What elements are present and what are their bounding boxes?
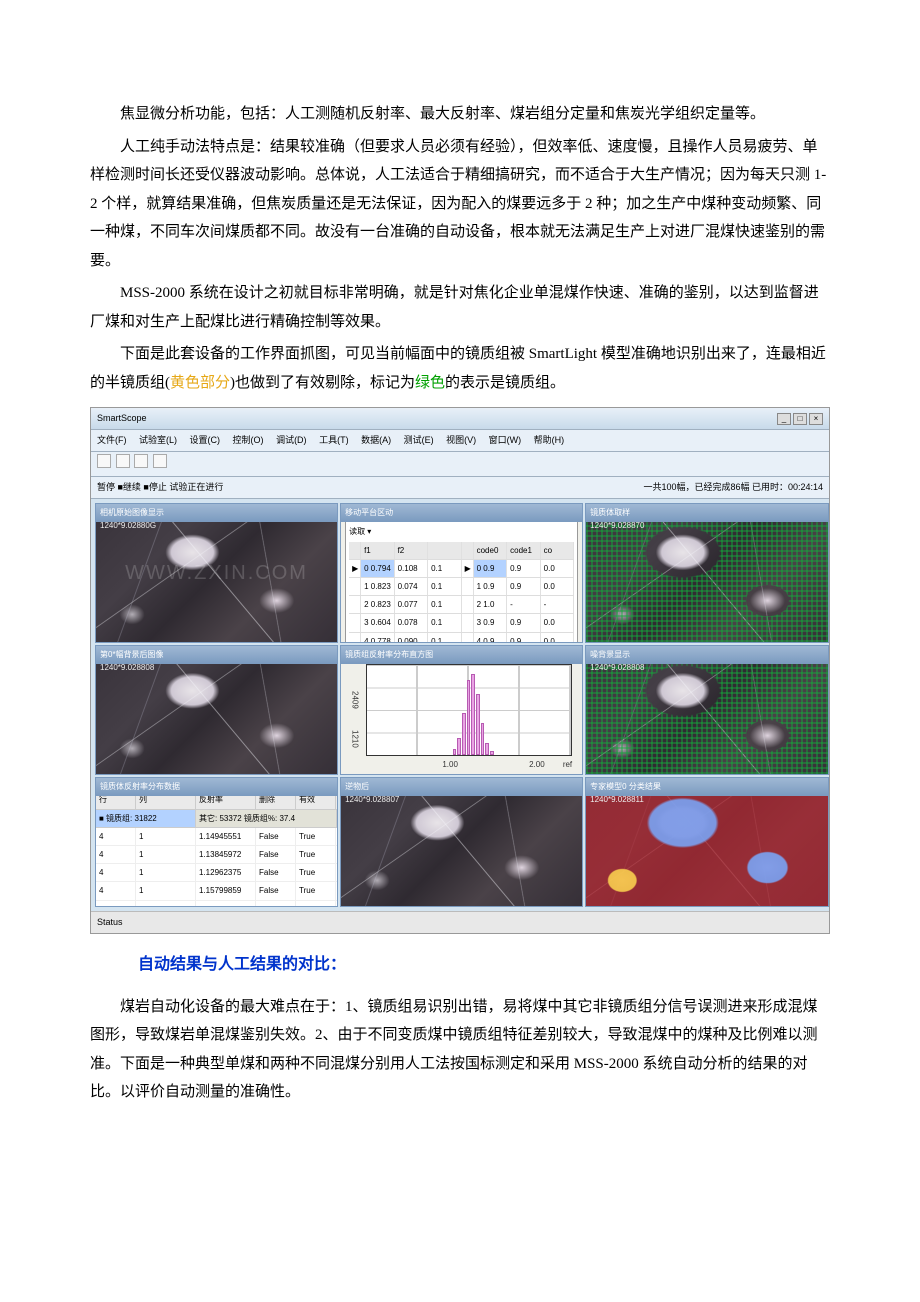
table-row[interactable]: 411.15593432FalseTrue — [96, 901, 337, 908]
panel-classify: 专家模型0 分类结果 1240*9.028811 — [585, 777, 829, 907]
yellow-part-text: 黄色部分 — [170, 375, 230, 391]
menu-test[interactable]: 测试(E) — [404, 435, 434, 445]
app-footer: Status — [91, 911, 829, 933]
app-window: SmartScope _ □ × 文件(F) 试验室(L) 设置(C) 控制(O… — [90, 407, 830, 934]
panel-grid: 相机原始图像显示 1240*9.02880G WWW.ZXIN.COM 移动平台… — [91, 499, 829, 911]
panel-raw-image: 相机原始图像显示 1240*9.02880G WWW.ZXIN.COM — [95, 503, 338, 643]
panel-title-7: 镜质体反射率分布数据 — [96, 778, 337, 795]
histogram-bar — [471, 674, 475, 755]
green-part-text: 绿色 — [415, 375, 445, 391]
panel-dim-1: 1240*9.02880G — [100, 518, 156, 533]
maximize-icon[interactable]: □ — [793, 413, 807, 425]
window-controls[interactable]: _ □ × — [777, 413, 823, 425]
menu-control[interactable]: 控制(O) — [233, 435, 264, 445]
menu-file[interactable]: 文件(F) — [97, 435, 127, 445]
panel-dim-9: 1240*9.028811 — [590, 792, 644, 807]
histogram-chart — [366, 664, 572, 756]
menu-debug[interactable]: 调试(D) — [276, 435, 307, 445]
panel-reflectance-table: 镜质体反射率分布数据 行列反射率删除有效 ■ 镜质组: 31822 其它: 53… — [95, 777, 338, 907]
data-tab[interactable]: 读取 ▾ — [349, 524, 574, 539]
toolbar-icon-1[interactable] — [97, 454, 111, 468]
minimize-icon[interactable]: _ — [777, 413, 791, 425]
sub-a: ■ 镜质组: 31822 — [96, 810, 196, 827]
histogram-bar — [453, 749, 457, 756]
paragraph-2: 人工纯手动法特点是：结果较准确（但要求人员必须有经验），但效率低、速度慢，且操作… — [90, 133, 830, 276]
histo-ytick-1: 2409 — [347, 691, 362, 709]
menu-settings[interactable]: 设置(C) — [190, 435, 221, 445]
table-row[interactable]: 411.15799859FalseTrue — [96, 882, 337, 900]
table-subheader: ■ 镜质组: 31822 其它: 53372 镜质组%: 37.4 — [96, 810, 337, 828]
panel-dim-3: 1240*9.028870 — [590, 518, 644, 533]
app-menubar[interactable]: 文件(F) 试验室(L) 设置(C) 控制(O) 调试(D) 工具(T) 数据(… — [91, 430, 829, 452]
paragraph-4: 下面是此套设备的工作界面抓图，可见当前幅面中的镜质组被 SmartLight 模… — [90, 340, 830, 397]
panel-dim-4: 1240*9.028808 — [100, 660, 154, 675]
panel-dim-8: 1240*9.028807 — [345, 792, 399, 807]
table-row[interactable]: 411.13845972FalseTrue — [96, 846, 337, 864]
panel-dim-6: 1240*9.028808 — [590, 660, 644, 675]
toolbar-icon-3[interactable] — [134, 454, 148, 468]
histogram-bar — [476, 694, 480, 756]
panel-noise: 噪背景显示 1240*9.028808 — [585, 645, 829, 775]
histo-ytick-2: 1210 — [347, 730, 362, 748]
data-row[interactable]: 4 0.7780.0900.14 0.90.90.0 — [349, 633, 574, 644]
paragraph-3: MSS-2000 系统在设计之初就目标非常明确，就是针对焦化企业单混煤作快速、准… — [90, 279, 830, 336]
status-left[interactable]: 暂停 ■继续 ■停止 试验正在进行 — [97, 479, 223, 496]
menu-data[interactable]: 数据(A) — [361, 435, 391, 445]
histogram-bar — [490, 751, 494, 755]
panel-histogram: 镜质组反射率分布直方图 1.00 2.00 ref 2409 1210 — [340, 645, 583, 775]
data-row[interactable]: 2 0.8230.0770.12 1.0-- — [349, 596, 574, 614]
histo-xtick-2: 2.00 — [529, 757, 545, 772]
data-header: f1f2 code0code1co — [349, 542, 574, 560]
panel-title-5: 镜质组反射率分布直方图 — [341, 646, 582, 663]
panel-title-2: 移动平台区动 — [341, 504, 582, 521]
menu-window[interactable]: 窗口(W) — [489, 435, 522, 445]
table-row[interactable]: 411.14945551FalseTrue — [96, 828, 337, 846]
para4-part-b: )也做到了有效剔除，标记为 — [230, 375, 415, 391]
data-row[interactable]: ▶0 0.7940.1080.1▶0 0.90.90.0 — [349, 560, 574, 578]
data-row[interactable]: 3 0.6040.0780.13 0.90.90.0 — [349, 614, 574, 632]
app-title: SmartScope — [97, 410, 147, 427]
sub-b: 其它: 53372 镜质组%: 37.4 — [196, 810, 337, 827]
histogram-bar — [457, 738, 461, 755]
histogram-bar — [467, 680, 471, 755]
para4-part-c: 的表示是镜质组。 — [445, 375, 565, 391]
histogram-bar — [485, 743, 489, 755]
toolbar-icon-4[interactable] — [153, 454, 167, 468]
panel-sample: 镜质体取样 1240*9.028870 — [585, 503, 829, 643]
histo-xtick-1: 1.00 — [442, 757, 458, 772]
app-statusbar: 暂停 ■继续 ■停止 试验正在进行 一共100幅，已经完成86幅 已用时：00:… — [91, 477, 829, 499]
data-row[interactable]: 1 0.8230.0740.11 0.90.90.0 — [349, 578, 574, 596]
paragraph-1: 焦显微分析功能，包括：人工测随机反射率、最大反射率、煤岩组分定量和焦炭光学组织定… — [90, 100, 830, 129]
menu-view[interactable]: 视图(V) — [446, 435, 476, 445]
histogram-bar — [462, 713, 466, 756]
paragraph-5: 煤岩自动化设备的最大难点在于：1、镜质组易识别出错，易将煤中其它非镜质组分信号误… — [90, 993, 830, 1107]
menu-help[interactable]: 帮助(H) — [534, 435, 565, 445]
section-heading: 自动结果与人工结果的对比： — [90, 950, 830, 980]
app-titlebar: SmartScope _ □ × — [91, 408, 829, 430]
toolbar-icon-2[interactable] — [116, 454, 130, 468]
panel-data: 移动平台区动 读取 ▾ f1f2 code0code1co ▶0 0.7940.… — [340, 503, 583, 643]
panel-reverse: 逆物后 1240*9.028807 — [340, 777, 583, 907]
app-screenshot: SmartScope _ □ × 文件(F) 试验室(L) 设置(C) 控制(O… — [90, 407, 830, 934]
toolbar-icons[interactable] — [97, 454, 169, 474]
close-icon[interactable]: × — [809, 413, 823, 425]
app-toolbar — [91, 452, 829, 477]
menu-tools[interactable]: 工具(T) — [319, 435, 349, 445]
panel-bg-removed: 第0*幅背景后图像 1240*9.028808 — [95, 645, 338, 775]
status-right: 一共100幅，已经完成86幅 已用时：00:24:14 — [643, 479, 823, 496]
histo-xlabel: ref — [563, 757, 572, 772]
histogram-bar — [481, 723, 485, 755]
histogram-bars — [453, 670, 494, 756]
table-row[interactable]: 411.12962375FalseTrue — [96, 864, 337, 882]
menu-lab[interactable]: 试验室(L) — [139, 435, 177, 445]
